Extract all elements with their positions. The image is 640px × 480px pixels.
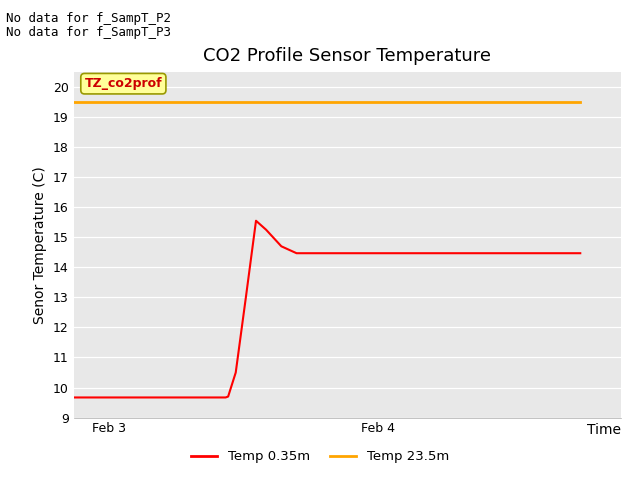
Text: Time: Time xyxy=(587,423,621,437)
Y-axis label: Senor Temperature (C): Senor Temperature (C) xyxy=(33,166,47,324)
Text: No data for f_SampT_P3: No data for f_SampT_P3 xyxy=(6,26,172,39)
Text: No data for f_SampT_P2: No data for f_SampT_P2 xyxy=(6,12,172,25)
Legend: Temp 0.35m, Temp 23.5m: Temp 0.35m, Temp 23.5m xyxy=(186,445,454,468)
Text: TZ_co2prof: TZ_co2prof xyxy=(84,77,162,90)
Title: CO2 Profile Sensor Temperature: CO2 Profile Sensor Temperature xyxy=(204,47,492,65)
